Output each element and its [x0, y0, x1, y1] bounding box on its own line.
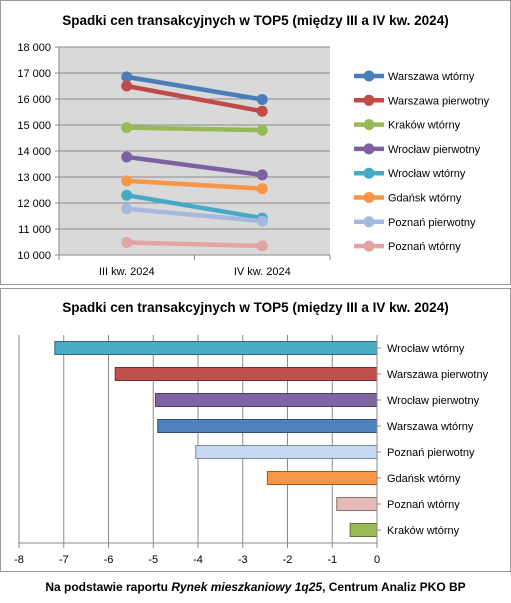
- source-prefix: Na podstawie raportu: [45, 580, 172, 594]
- legend-label: Gdańsk wtórny: [388, 193, 462, 205]
- data-point-wroclaw-pierwotny: [256, 169, 268, 181]
- legend-label: Poznań wtórny: [388, 241, 461, 253]
- line-chart-panel: Spadki cen transakcyjnych w TOP5 (między…: [0, 0, 511, 285]
- source-report-title: Rynek mieszkaniowy 1q25: [171, 580, 323, 594]
- series-line-wroclaw-wtorny: [124, 192, 265, 221]
- legend-marker-poznan-wtorny: [363, 240, 375, 252]
- x-tick-label: III kw. 2024: [99, 266, 155, 278]
- x-tick-label: -3: [238, 554, 248, 566]
- x-tick-label: -1: [327, 554, 337, 566]
- legend-marker-krakow-wtorny: [363, 119, 375, 131]
- series-line-gdansk-wtorny: [124, 178, 265, 191]
- category-label: Kraków wtórny: [387, 525, 460, 537]
- series-line-warszawa-wtorny: [124, 74, 265, 102]
- bar-warszawa-wtorny: [157, 419, 378, 433]
- y-tick-label: 13 000: [17, 172, 51, 184]
- data-point-warszawa-pierwotny: [121, 80, 133, 92]
- series-line-poznan-wtorny: [124, 240, 265, 249]
- y-tick-label: 17 000: [17, 68, 51, 80]
- legend-label: Wrocław wtórny: [388, 168, 466, 180]
- x-tick-label: -7: [59, 554, 69, 566]
- y-tick-label: 14 000: [17, 146, 51, 158]
- y-tick-label: 16 000: [17, 94, 51, 106]
- legend-marker-wroclaw-pierwotny: [363, 143, 375, 155]
- category-label: Poznań pierwotny: [387, 447, 475, 459]
- data-point-wroclaw-pierwotny: [121, 151, 133, 163]
- legend-marker-warszawa-pierwotny: [363, 94, 375, 106]
- data-point-warszawa-wtorny: [256, 94, 268, 106]
- category-label: Gdańsk wtórny: [387, 473, 461, 485]
- bar-poznan-wtorny: [336, 497, 378, 511]
- bar-chart-panel: Spadki cen transakcyjnych w TOP5 (między…: [0, 288, 511, 572]
- legend-label: Poznań pierwotny: [388, 217, 476, 229]
- legend-label: Wrocław pierwotny: [388, 144, 481, 156]
- bar-poznan-pierwotny: [195, 445, 378, 459]
- category-label: Warszawa pierwotny: [387, 369, 489, 381]
- data-point-poznan-wtorny: [256, 240, 268, 252]
- y-tick-label: 11 000: [18, 224, 51, 236]
- y-tick-label: 18 000: [17, 42, 51, 54]
- legend-marker-poznan-pierwotny: [363, 216, 375, 228]
- y-tick-label: 10 000: [17, 250, 51, 262]
- y-tick-label: 15 000: [17, 120, 51, 132]
- x-tick-label: -2: [283, 554, 293, 566]
- data-point-gdansk-wtorny: [256, 183, 268, 195]
- bar-gdansk-wtorny: [266, 471, 378, 485]
- bar-wroclaw-pierwotny: [154, 393, 378, 407]
- line-chart-title: Spadki cen transakcyjnych w TOP5 (między…: [62, 13, 449, 28]
- bar-chart: -8 -7 -6 -5 -4 -3 -2 -1 0 Wrocław wtórny Warszawa …: [14, 335, 489, 566]
- y-tick-label: 12 000: [17, 198, 51, 210]
- legend-label: Kraków wtórny: [388, 120, 461, 132]
- x-tick-label: IV kw. 2024: [234, 266, 291, 278]
- series-line-wroclaw-pierwotny: [124, 154, 265, 178]
- x-tick-label: -5: [148, 554, 158, 566]
- x-tick-label: -6: [104, 554, 114, 566]
- line-chart: 10 000 11 000 12 000 13 000 14 000 15 000 16 0…: [17, 42, 490, 278]
- bar-chart-title: Spadki cen transakcyjnych w TOP5 (między…: [62, 300, 449, 315]
- category-label: Wrocław wtórny: [387, 343, 465, 355]
- data-point-poznan-pierwotny: [256, 215, 268, 227]
- source-suffix: , Centrum Analiz PKO BP: [322, 580, 466, 594]
- bar-krakow-wtorny: [349, 523, 378, 537]
- data-point-warszawa-pierwotny: [256, 105, 268, 117]
- series-line-krakow-wtorny: [124, 125, 265, 133]
- legend-label: Warszawa wtórny: [388, 71, 475, 83]
- x-tick-label: -4: [193, 554, 203, 566]
- data-point-wroclaw-wtorny: [121, 189, 133, 201]
- category-label: Warszawa wtórny: [387, 421, 474, 433]
- source-note: Na podstawie raportu Rynek mieszkaniowy …: [0, 580, 511, 594]
- legend-marker-warszawa-wtorny: [363, 70, 375, 82]
- data-point-krakow-wtorny: [256, 124, 268, 136]
- series-line-poznan-pierwotny: [124, 206, 265, 224]
- legend-marker-wroclaw-wtorny: [363, 167, 375, 179]
- bar-wroclaw-wtorny: [54, 341, 378, 355]
- data-point-poznan-pierwotny: [121, 203, 133, 215]
- data-point-krakow-wtorny: [121, 122, 133, 134]
- legend-marker-gdansk-wtorny: [363, 192, 375, 203]
- data-point-warszawa-wtorny: [121, 71, 133, 83]
- data-point-gdansk-wtorny: [121, 175, 133, 187]
- legend-label: Warszawa pierwotny: [388, 95, 490, 107]
- x-tick-label: 0: [374, 554, 380, 566]
- category-label: Poznań wtórny: [387, 499, 460, 511]
- category-label: Wrocław pierwotny: [387, 395, 480, 407]
- series-line-warszawa-pierwotny: [124, 83, 265, 114]
- data-point-poznan-wtorny: [121, 237, 133, 249]
- bar-warszawa-pierwotny: [114, 367, 378, 381]
- x-tick-label: -8: [14, 554, 24, 566]
